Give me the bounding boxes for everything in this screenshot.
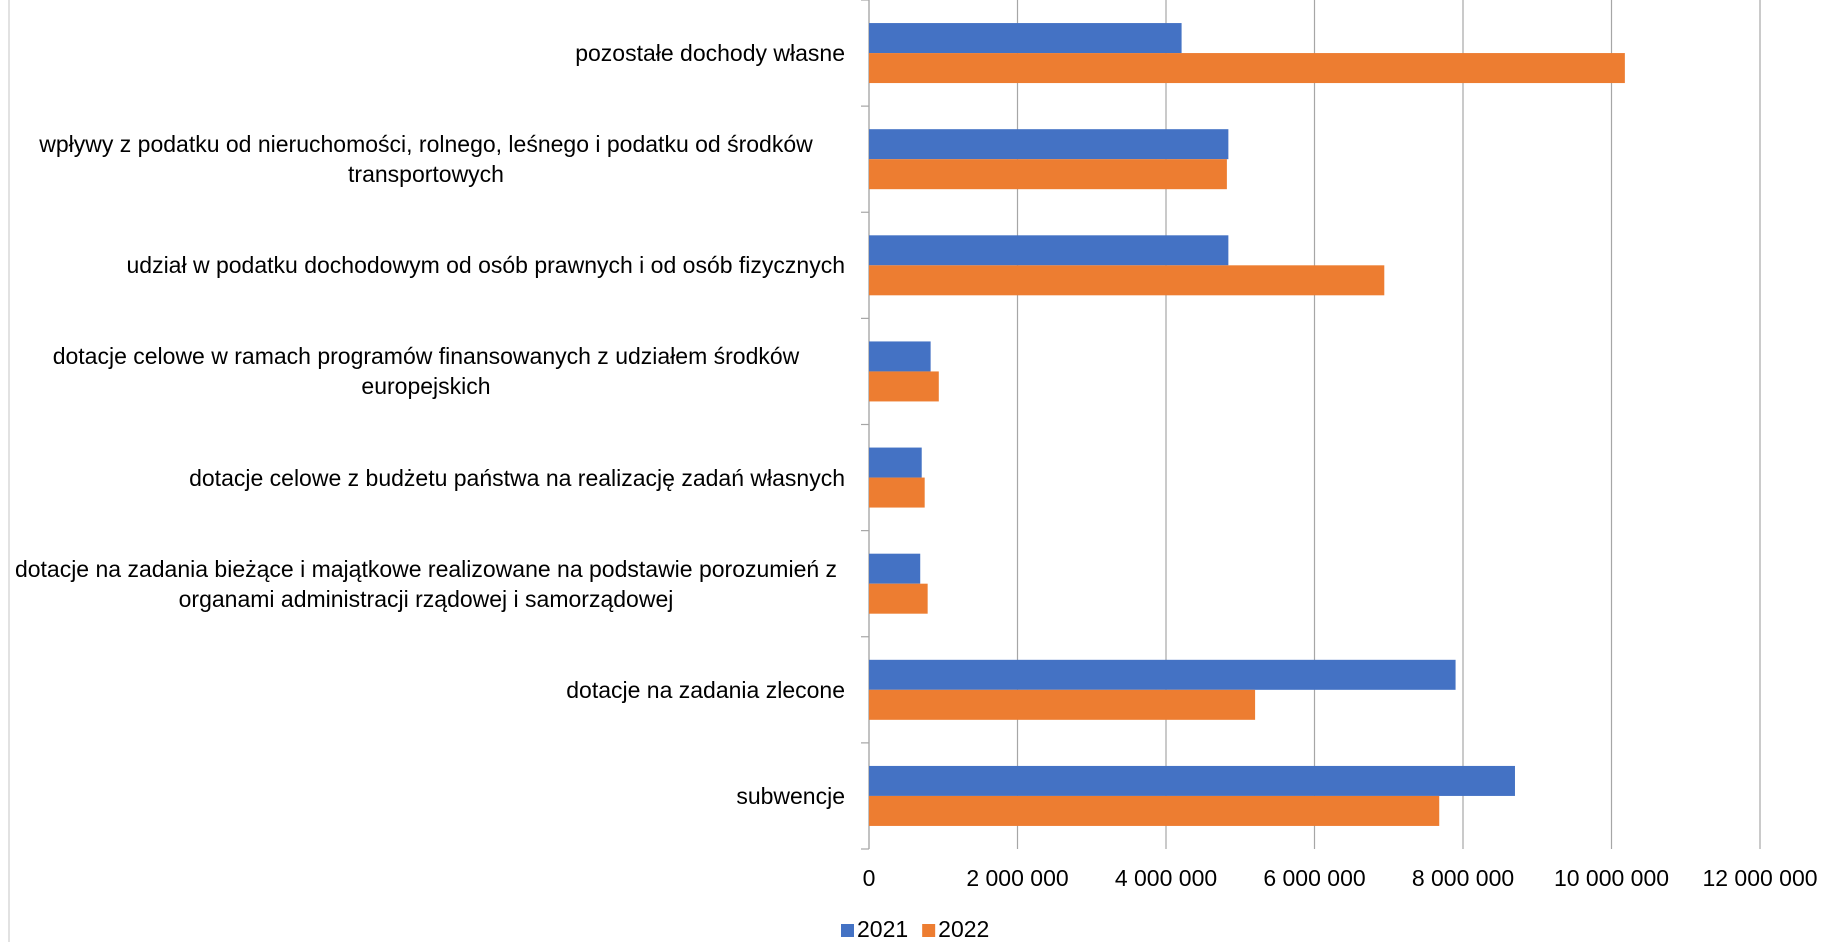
bar bbox=[869, 765, 1515, 796]
bar bbox=[869, 477, 925, 508]
legend-label: 2021 bbox=[857, 916, 908, 942]
x-tick-label: 2 000 000 bbox=[966, 865, 1068, 891]
category-text: dotacje na zadania zlecone bbox=[566, 676, 845, 703]
bar bbox=[869, 23, 1182, 54]
bar bbox=[869, 129, 1229, 160]
bar bbox=[869, 265, 1385, 296]
x-tick-label: 6 000 000 bbox=[1263, 865, 1365, 891]
bar bbox=[869, 235, 1229, 266]
category-text: subwencje bbox=[736, 782, 845, 809]
bar bbox=[869, 689, 1256, 720]
category-label: subwencje bbox=[0, 743, 845, 849]
bar bbox=[869, 447, 922, 478]
legend-swatch bbox=[922, 924, 936, 937]
category-text: dotacje celowe z budżetu państwa na real… bbox=[189, 464, 845, 491]
category-label: pozostałe dochody własne bbox=[0, 0, 845, 106]
category-text: dotacje na zadania bieżące i majątkowe r… bbox=[14, 555, 838, 612]
category-label: dotacje na zadania zlecone bbox=[0, 637, 845, 743]
category-text: pozostałe dochody własne bbox=[575, 40, 845, 66]
bar bbox=[869, 371, 939, 402]
x-tick-label: 12 000 000 bbox=[1702, 865, 1817, 891]
legend-swatch bbox=[841, 924, 854, 937]
bar bbox=[869, 795, 1440, 826]
bar bbox=[869, 583, 928, 614]
x-tick-label: 10 000 000 bbox=[1554, 865, 1669, 891]
category-text: dotacje celowe w ramach programów finans… bbox=[52, 343, 800, 400]
category-label: dotacje celowe w ramach programów finans… bbox=[0, 318, 845, 424]
bar bbox=[869, 341, 931, 372]
category-text: wpływy z podatku od nieruchomości, rolne… bbox=[39, 131, 813, 188]
x-tick-label: 0 bbox=[863, 865, 876, 891]
bar bbox=[869, 553, 921, 584]
category-label: dotacje na zadania bieżące i majątkowe r… bbox=[0, 531, 845, 637]
x-tick-label: 4 000 000 bbox=[1115, 865, 1217, 891]
category-label: wpływy z podatku od nieruchomości, rolne… bbox=[0, 106, 845, 212]
category-text: udział w podatku dochodowym od osób praw… bbox=[126, 252, 845, 279]
legend-label: 2022 bbox=[938, 916, 989, 942]
bar bbox=[869, 53, 1625, 84]
category-label: dotacje celowe z budżetu państwa na real… bbox=[0, 425, 845, 531]
bar bbox=[869, 159, 1227, 190]
bar bbox=[869, 659, 1456, 690]
category-label: udział w podatku dochodowym od osób praw… bbox=[0, 212, 845, 318]
x-tick-label: 8 000 000 bbox=[1412, 865, 1514, 891]
